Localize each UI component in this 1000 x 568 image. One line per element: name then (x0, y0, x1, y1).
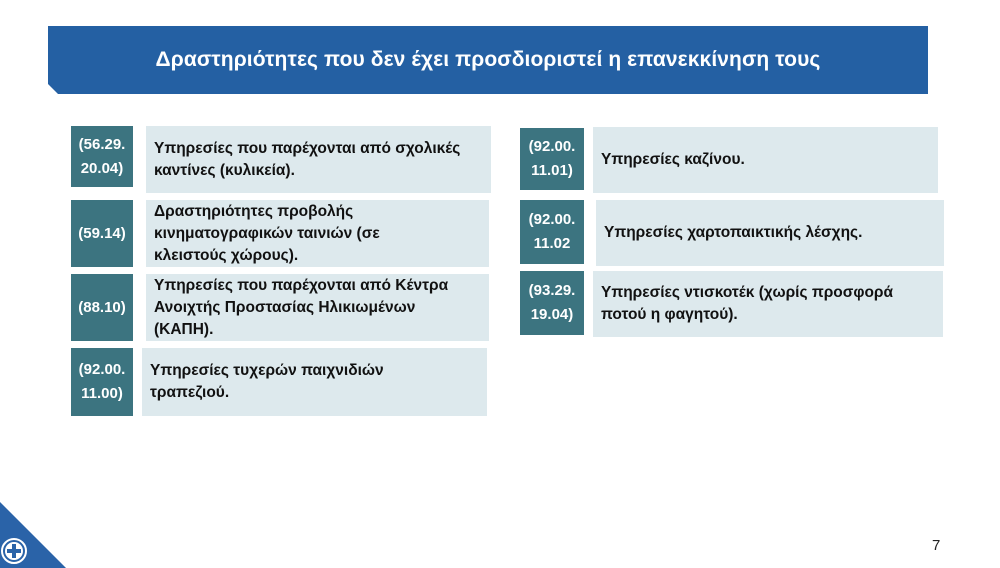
activity-code: (92.00. 11.01) (520, 128, 584, 190)
page-number: 7 (932, 537, 941, 554)
activity-description: Δραστηριότητες προβολής κινηματογραφικών… (146, 200, 489, 267)
activity-code: (56.29. 20.04) (71, 126, 133, 187)
activity-description: Υπηρεσίες καζίνου. (593, 127, 938, 193)
activity-description: Υπηρεσίες χαρτοπαικτικής λέσχης. (596, 200, 944, 266)
slide-title: Δραστηριότητες που δεν έχει προσδιοριστε… (155, 48, 821, 71)
activity-code: (92.00. 11.02 (520, 200, 584, 264)
greek-state-emblem-icon (0, 502, 66, 568)
activity-description: Υπηρεσίες ντισκοτέκ (χωρίς προσφορά ποτο… (593, 271, 943, 337)
activity-code: (88.10) (71, 274, 133, 341)
activity-description: Υπηρεσίες που παρέχονται από σχολικές κα… (146, 126, 491, 193)
activity-code: (92.00. 11.00) (71, 348, 133, 416)
activity-description: Υπηρεσίες τυχερών παιχνιδιών τραπεζιού. (142, 348, 487, 416)
title-banner: Δραστηριότητες που δεν έχει προσδιοριστε… (48, 26, 928, 94)
activity-description: Υπηρεσίες που παρέχονται από Κέντρα Ανοι… (146, 274, 489, 341)
activity-code: (59.14) (71, 200, 133, 267)
activity-code: (93.29. 19.04) (520, 271, 584, 335)
